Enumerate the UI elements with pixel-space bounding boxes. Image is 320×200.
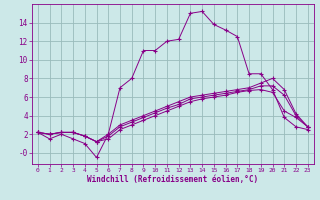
X-axis label: Windchill (Refroidissement éolien,°C): Windchill (Refroidissement éolien,°C) xyxy=(87,175,258,184)
